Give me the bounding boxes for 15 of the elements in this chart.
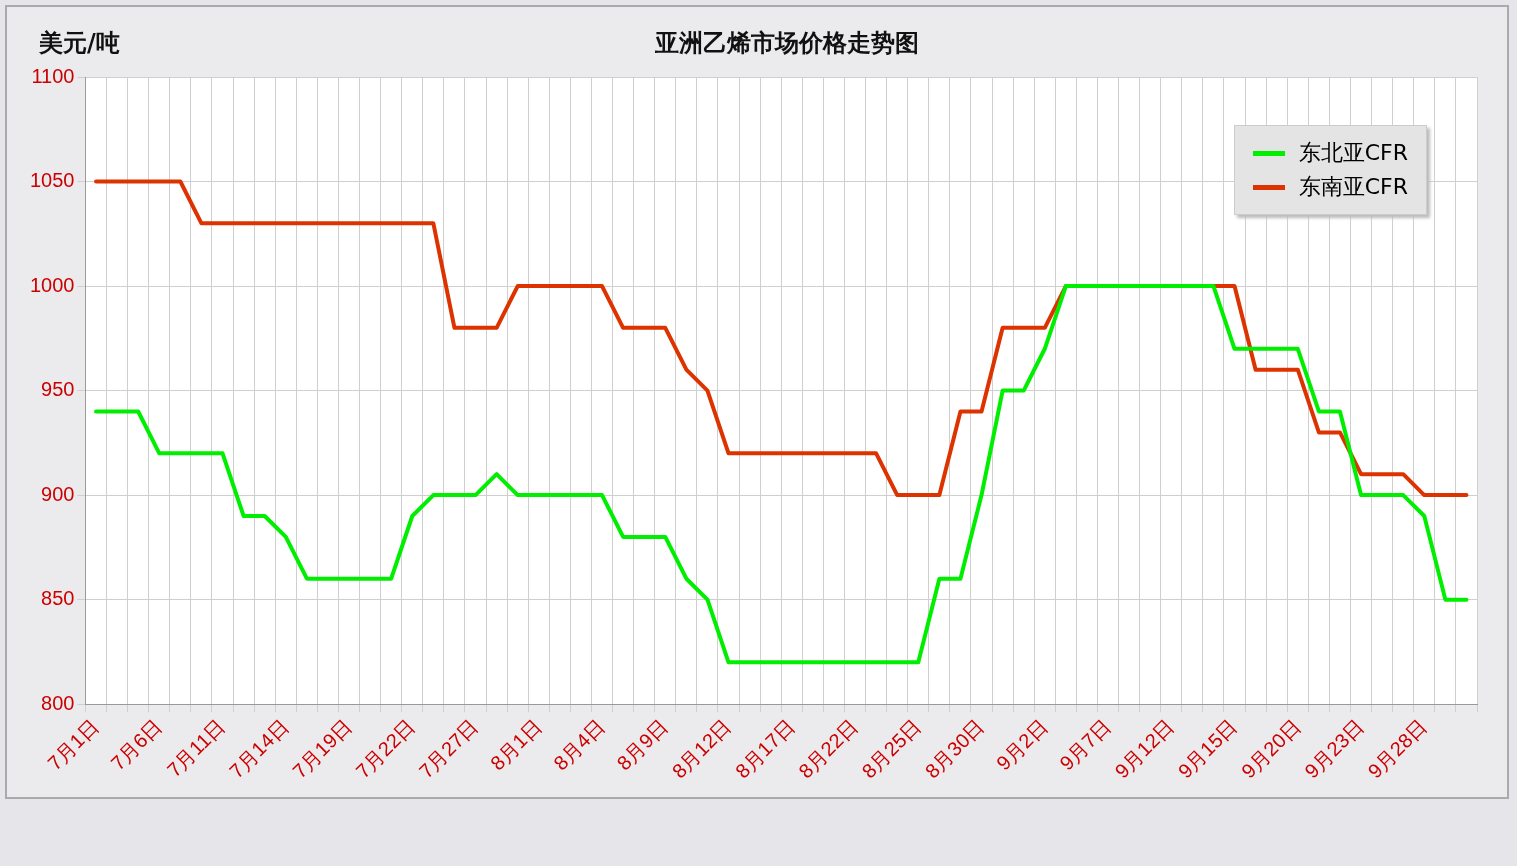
y-tick-label: 950 bbox=[41, 378, 75, 401]
y-tick-label: 800 bbox=[41, 691, 75, 714]
y-tick-label: 1050 bbox=[29, 169, 75, 192]
y-tick-label: 850 bbox=[41, 587, 75, 610]
chart-title: 亚洲乙烯市场价格走势图 bbox=[654, 29, 919, 58]
legend-label: 东北亚CFR bbox=[1298, 139, 1408, 167]
x-tick-label: 8月1日 bbox=[485, 714, 546, 775]
y-tick-label: 1000 bbox=[29, 273, 75, 296]
y-axis-title: 美元/吨 bbox=[38, 29, 120, 58]
y-tick-label: 1100 bbox=[31, 64, 75, 87]
x-tick-label: 7月1日 bbox=[43, 714, 103, 775]
y-tick-label: 900 bbox=[41, 482, 75, 505]
legend-label: 东南亚CFR bbox=[1298, 173, 1408, 201]
x-tick-label: 9月2日 bbox=[991, 714, 1052, 775]
x-tick-label: 8月4日 bbox=[549, 714, 609, 775]
